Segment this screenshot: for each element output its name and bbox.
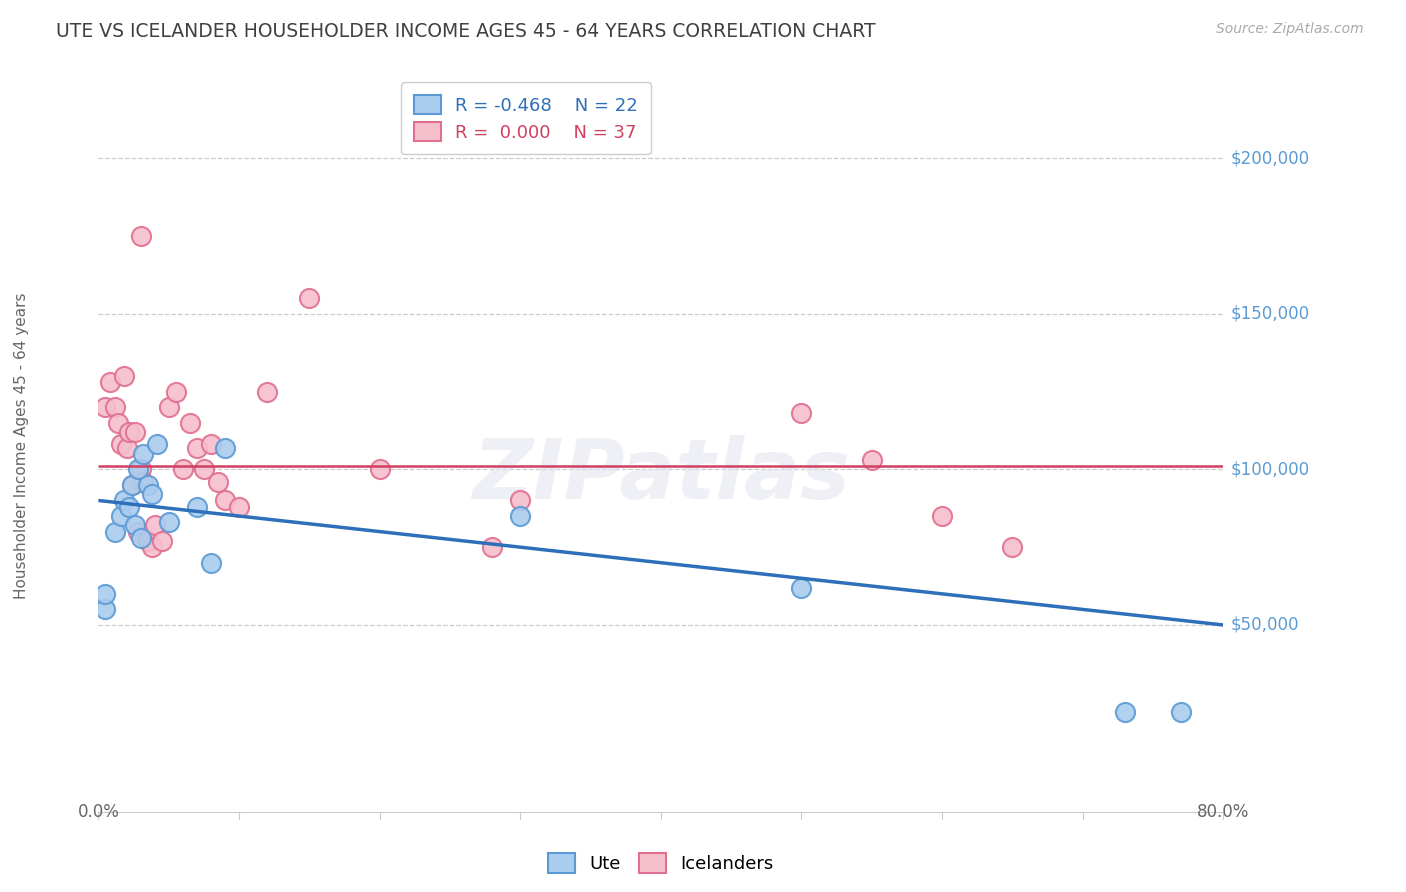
Point (110, 437, 132, 451)
Point (110, 509, 132, 524)
Point (104, 400, 127, 414)
Text: 0.0%: 0.0% (77, 803, 120, 821)
Point (104, 524, 127, 539)
Point (200, 437, 222, 451)
Point (136, 533, 159, 548)
Point (127, 462, 149, 476)
Point (98, 375, 121, 389)
Point (129, 531, 152, 545)
Point (132, 475, 155, 489)
Point (186, 441, 208, 455)
Point (132, 447, 155, 461)
Text: UTE VS ICELANDER HOUSEHOLDER INCOME AGES 45 - 64 YEARS CORRELATION CHART: UTE VS ICELANDER HOUSEHOLDER INCOME AGES… (56, 22, 876, 41)
Point (94, 400, 117, 414)
Point (509, 493, 531, 508)
Point (129, 462, 152, 476)
Point (790, 406, 813, 420)
Point (141, 487, 163, 501)
Point (214, 493, 236, 508)
Point (298, 291, 321, 305)
Text: $200,000: $200,000 (1230, 149, 1309, 167)
Point (118, 425, 141, 439)
Point (112, 493, 135, 508)
Point (127, 524, 149, 539)
Point (150, 533, 173, 548)
Point (172, 462, 194, 476)
Point (94, 602, 117, 616)
Point (1114, 705, 1136, 719)
Point (112, 368, 135, 383)
Point (143, 518, 166, 533)
Point (157, 515, 180, 529)
Point (186, 500, 208, 514)
Point (860, 453, 883, 467)
Point (94, 587, 117, 601)
Point (157, 400, 180, 414)
Point (1170, 705, 1192, 719)
Point (509, 509, 531, 524)
Point (129, 228, 152, 243)
Point (931, 509, 953, 524)
Text: ZIPatlas: ZIPatlas (472, 434, 849, 516)
Point (124, 518, 146, 533)
Point (214, 441, 236, 455)
Point (121, 478, 143, 492)
Point (200, 556, 222, 570)
Text: $150,000: $150,000 (1230, 305, 1309, 323)
Point (193, 462, 215, 476)
Point (228, 500, 250, 514)
Point (1001, 540, 1024, 554)
Point (146, 437, 169, 451)
Legend: Ute, Icelanders: Ute, Icelanders (541, 846, 780, 880)
Legend: R = -0.468    N = 22, R =  0.000    N = 37: R = -0.468 N = 22, R = 0.000 N = 37 (401, 82, 651, 154)
Point (121, 478, 143, 492)
Point (141, 540, 163, 554)
Point (481, 540, 503, 554)
Point (368, 462, 391, 476)
Point (179, 416, 201, 430)
Text: $100,000: $100,000 (1230, 460, 1309, 478)
Point (790, 581, 813, 595)
Text: $50,000: $50,000 (1230, 616, 1299, 634)
Point (107, 416, 129, 430)
Text: Source: ZipAtlas.com: Source: ZipAtlas.com (1216, 22, 1364, 37)
Point (118, 500, 141, 514)
Point (256, 384, 278, 399)
Text: 80.0%: 80.0% (1197, 803, 1250, 821)
Text: Householder Income Ages 45 - 64 years: Householder Income Ages 45 - 64 years (14, 293, 28, 599)
Point (124, 425, 146, 439)
Point (136, 478, 159, 492)
Point (115, 441, 138, 455)
Point (207, 475, 229, 489)
Point (165, 384, 187, 399)
